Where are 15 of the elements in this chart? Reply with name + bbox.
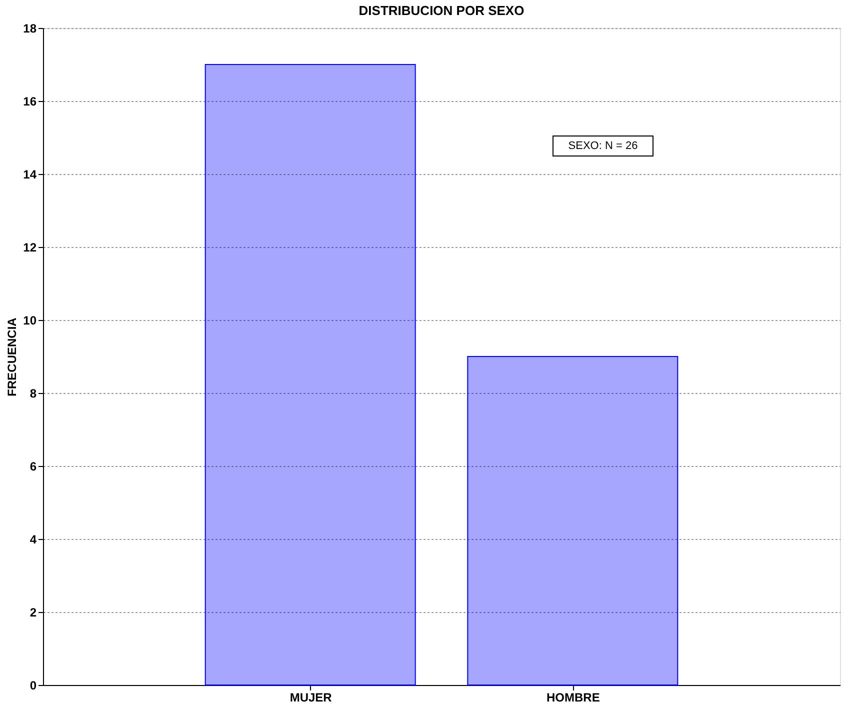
x-tick-label: HOMBRE — [546, 690, 600, 704]
y-tick-label: 14 — [23, 168, 37, 182]
chart-title: DISTRIBUCION POR SEXO — [358, 3, 524, 18]
y-tick-label: 6 — [30, 460, 37, 474]
y-tick-label: 8 — [30, 386, 37, 400]
y-axis-title: FRECUENCIA — [5, 317, 20, 396]
y-tick-label: 16 — [23, 94, 37, 108]
x-tick-label: MUJER — [290, 690, 332, 704]
y-tick-label: 12 — [23, 240, 37, 254]
y-tick-label: 18 — [23, 22, 37, 36]
y-tick-label: 4 — [30, 532, 37, 546]
annotation: SEXO: N = 26 — [568, 140, 638, 152]
y-tick-label: 0 — [30, 678, 37, 692]
y-tick-label: 10 — [23, 314, 37, 328]
y-tick-label: 2 — [30, 606, 37, 620]
